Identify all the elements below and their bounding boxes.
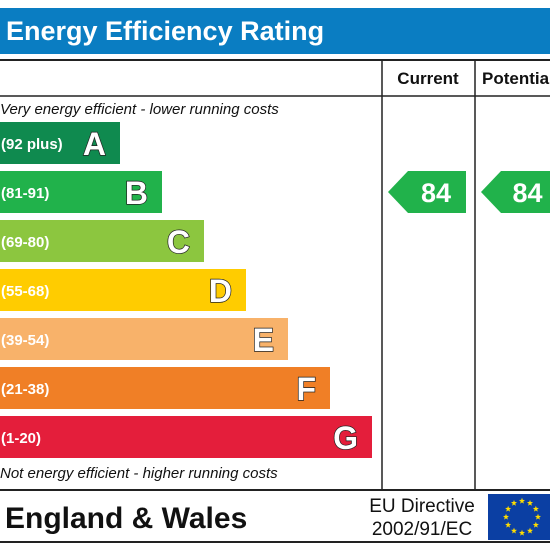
band-d-bar (0, 269, 246, 311)
band-f-range: (21-38) (1, 381, 49, 398)
column-header-potential: Potential (482, 69, 550, 88)
band-a-letter: A (83, 126, 106, 162)
eu-star-icon (518, 497, 526, 504)
band-a-bar (0, 122, 120, 164)
potential-rating-value: 84 (512, 178, 542, 208)
eu-star-icon (534, 513, 542, 520)
band-b-bar (0, 171, 162, 213)
current-rating-value: 84 (421, 178, 451, 208)
band-f-letter: F (296, 371, 316, 407)
current-rating-arrow (388, 171, 466, 213)
chart-title: Energy Efficiency Rating (6, 16, 324, 46)
eu-star-icon (502, 513, 510, 520)
band-e-range: (39-54) (1, 332, 49, 349)
band-c-range: (69-80) (1, 234, 49, 251)
eu-star-icon (526, 527, 534, 534)
band-g-letter: G (333, 420, 358, 456)
band-g-range: (1-20) (1, 430, 41, 447)
eu-flag-icon (488, 494, 550, 540)
footer-frame (0, 489, 550, 543)
top-note: Very energy efficient - lower running co… (0, 101, 279, 118)
eu-star-icon (510, 527, 518, 534)
eu-star-icon (510, 499, 518, 506)
band-f-bar (0, 367, 330, 409)
eu-star-icon (526, 499, 534, 506)
band-c-letter: C (167, 224, 190, 260)
band-d-range: (55-68) (1, 283, 49, 300)
directive-line-2: 2002/91/EC (372, 519, 472, 540)
rating-arrows: 84 84 (388, 171, 550, 213)
eu-star-icon (518, 529, 526, 536)
bottom-note: Not energy efficient - higher running co… (0, 465, 278, 482)
eu-star-icon (532, 521, 539, 528)
title-bar (0, 8, 550, 54)
band-c-bar (0, 220, 204, 262)
eu-star-icon (532, 505, 539, 512)
potential-rating-arrow (481, 171, 550, 213)
column-header-current: Current (397, 69, 459, 88)
band-e-letter: E (253, 322, 274, 358)
eu-star-icon (505, 521, 512, 528)
band-g-bar (0, 416, 372, 458)
band-e-bar (0, 318, 288, 360)
band-d-letter: D (209, 273, 232, 309)
band-b-range: (81-91) (1, 185, 49, 202)
footer-region: England & Wales (5, 502, 247, 535)
band-a-range: (92 plus) (1, 136, 63, 153)
eu-star-icon (505, 505, 512, 512)
band-b-letter: B (125, 175, 148, 211)
rating-bands: (92 plus) A (81-91) B (69-80) C (55-68) D (39-54… (0, 122, 372, 458)
directive-line-1: EU Directive (369, 496, 475, 517)
